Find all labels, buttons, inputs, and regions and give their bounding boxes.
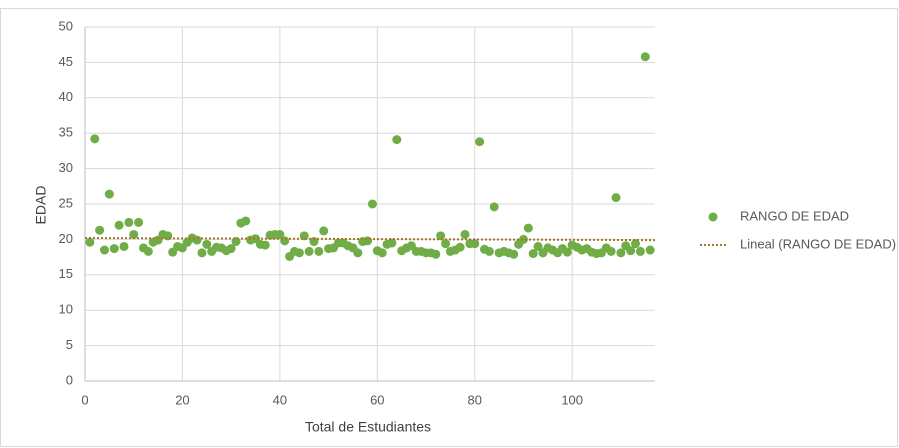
point (304, 246, 314, 256)
y-tick-label: 30 (59, 160, 73, 175)
point (134, 217, 144, 227)
point (455, 242, 465, 252)
point (611, 193, 621, 203)
y-tick-label: 40 (59, 89, 73, 104)
point (363, 236, 373, 246)
point (280, 236, 290, 246)
point (319, 226, 329, 236)
point (387, 238, 397, 248)
point (226, 244, 236, 254)
point (294, 248, 304, 258)
point (231, 237, 241, 247)
y-tick-label: 20 (59, 231, 73, 246)
point (241, 216, 251, 226)
point (528, 249, 538, 259)
x-tick-label: 20 (175, 392, 189, 407)
point (616, 248, 626, 258)
x-axis-title: Total de Estudiantes (305, 419, 431, 435)
point (533, 241, 543, 251)
point (626, 246, 636, 256)
point (309, 237, 319, 247)
point (192, 235, 202, 245)
point (197, 248, 207, 258)
point (104, 189, 114, 199)
point (460, 229, 470, 239)
x-tick-label: 60 (370, 392, 384, 407)
point (436, 231, 446, 241)
y-tick-label: 50 (59, 18, 73, 33)
point (85, 237, 95, 247)
point (631, 239, 641, 249)
point (431, 249, 441, 259)
y-tick-label: 15 (59, 266, 73, 281)
point (441, 239, 451, 249)
trend-line (84, 236, 656, 242)
point (518, 234, 528, 244)
y-tick-label: 25 (59, 195, 73, 210)
legend-marker (708, 212, 718, 222)
point (635, 246, 645, 256)
point (392, 135, 402, 145)
point (114, 220, 124, 230)
y-tick-label: 0 (66, 372, 73, 387)
y-tick-label: 10 (59, 302, 73, 317)
x-tick-label: 80 (468, 392, 482, 407)
chart-frame (0, 8, 898, 447)
point (314, 246, 324, 256)
point (377, 248, 387, 258)
point (119, 241, 129, 251)
y-tick-label: 45 (59, 54, 73, 69)
point (489, 202, 499, 212)
point (99, 245, 109, 255)
point (90, 134, 100, 144)
point (475, 137, 485, 147)
point (509, 249, 519, 259)
y-tick-label: 35 (59, 125, 73, 140)
point (562, 247, 572, 257)
legend-label: RANGO DE EDAD (740, 208, 849, 223)
point (470, 239, 480, 249)
x-tick-label: 100 (561, 392, 583, 407)
point (645, 245, 655, 255)
legend-label: Lineal (RANGO DE EDAD) (740, 236, 896, 251)
point (109, 244, 119, 254)
x-tick-label: 40 (273, 392, 287, 407)
point (275, 229, 285, 239)
point (353, 248, 363, 258)
point (484, 246, 494, 256)
point (260, 240, 270, 250)
point (124, 217, 134, 227)
point (367, 199, 377, 209)
point (523, 223, 533, 233)
point (143, 246, 153, 256)
y-axis-title: EDAD (33, 186, 49, 225)
y-tick-label: 5 (66, 337, 73, 352)
point (606, 246, 616, 256)
point (640, 52, 650, 62)
x-tick-label: 0 (81, 392, 88, 407)
point (129, 229, 139, 239)
point (95, 225, 105, 235)
point (202, 239, 212, 249)
